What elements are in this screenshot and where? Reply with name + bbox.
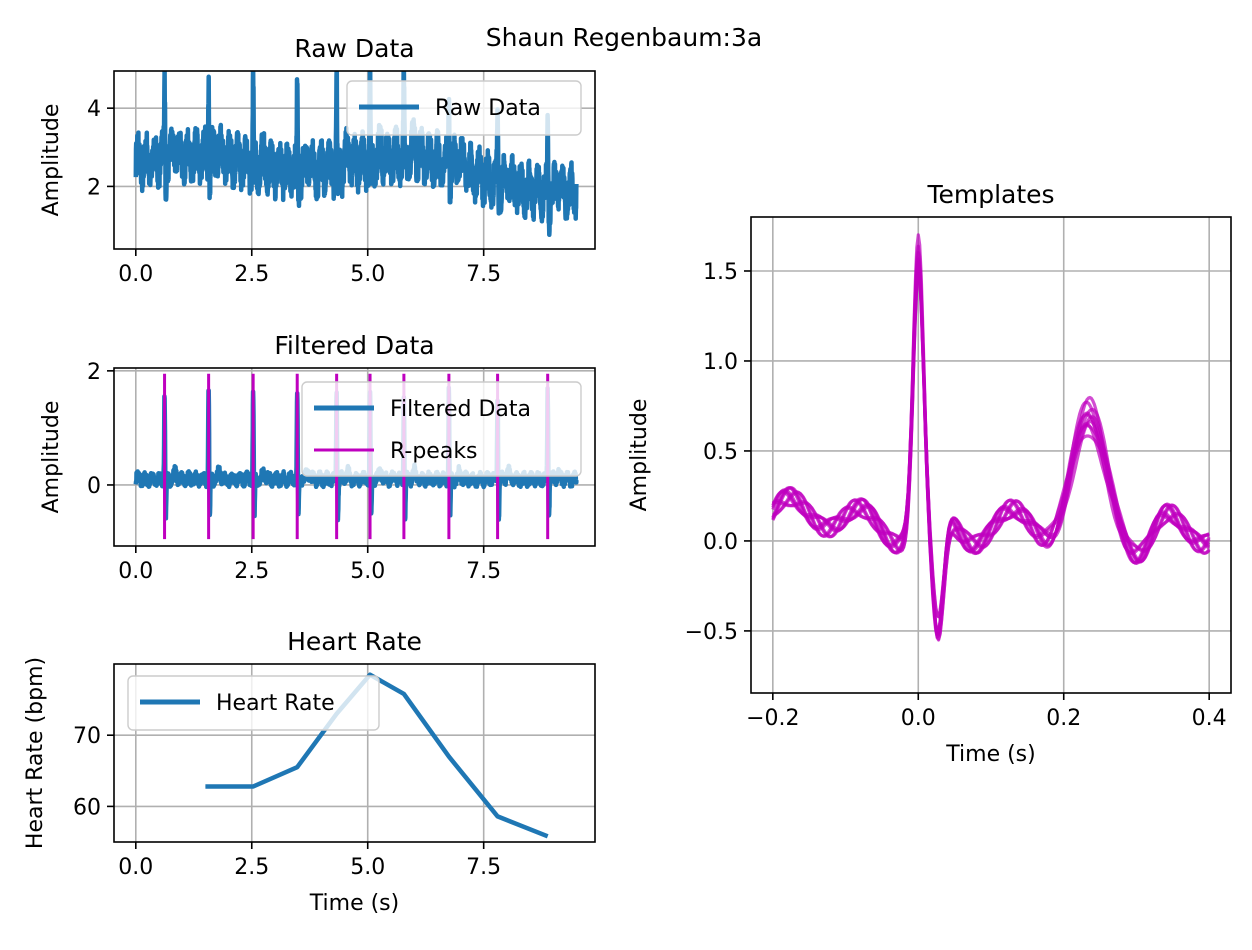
axes-title: Heart Rate bbox=[287, 627, 422, 656]
x-tick-label: 5.0 bbox=[350, 559, 385, 584]
x-axis-label: Time (s) bbox=[309, 891, 399, 916]
axes-title: Filtered Data bbox=[274, 331, 434, 360]
x-tick-label: 7.5 bbox=[466, 559, 501, 584]
template-beat-line bbox=[771, 270, 1210, 635]
template-beat-line bbox=[771, 257, 1211, 639]
template-beat-line bbox=[771, 244, 1210, 633]
axes-title: Templates bbox=[926, 180, 1054, 209]
x-tick-label: 2.5 bbox=[234, 855, 269, 880]
axes-frame bbox=[113, 367, 596, 547]
y-tick-label: 0.0 bbox=[703, 530, 738, 555]
legend-label: Heart Rate bbox=[216, 691, 335, 716]
legend: Raw Data bbox=[346, 80, 582, 136]
plot-area bbox=[133, 71, 579, 238]
x-tick-label: 0.0 bbox=[118, 262, 153, 287]
y-tick-label: 70 bbox=[73, 724, 101, 749]
y-axis-label: Amplitude bbox=[39, 401, 64, 514]
y-tick-label: 0.5 bbox=[703, 440, 738, 465]
template-beat-line bbox=[771, 233, 1210, 637]
x-tick-label: 7.5 bbox=[466, 855, 501, 880]
axes-title: Raw Data bbox=[294, 34, 414, 63]
y-axis-label: Amplitude bbox=[39, 104, 64, 217]
legend-label: R-peaks bbox=[390, 439, 478, 464]
axes-frame bbox=[113, 663, 596, 843]
legend-frame bbox=[127, 675, 380, 731]
template-beat-line bbox=[771, 268, 1211, 619]
y-tick-label: −0.5 bbox=[685, 620, 738, 645]
figure-suptitle: Shaun Regenbaum:3a bbox=[486, 23, 762, 52]
template-beat-line bbox=[771, 263, 1210, 633]
heart-rate-panel: 0.0 2.5 5.0 7.5 60 70 Heart Rate Time (s) Heart … bbox=[23, 627, 596, 916]
x-tick-label: 0.2 bbox=[1046, 706, 1081, 731]
x-tick-label: 0.0 bbox=[118, 855, 153, 880]
x-tick-label: 0.0 bbox=[118, 559, 153, 584]
filtered-data-panel: 0.0 2.5 5.0 7.5 0 2 Filtered Data Amplitude Filt… bbox=[39, 331, 596, 584]
x-tick-label: 0.0 bbox=[901, 706, 936, 731]
y-tick-label: 1.0 bbox=[703, 350, 738, 375]
y-tick-label: 1.5 bbox=[703, 260, 738, 285]
template-beat-line bbox=[771, 251, 1211, 636]
y-axis-label: Heart Rate (bpm) bbox=[23, 657, 48, 849]
x-tick-label: 0.4 bbox=[1192, 706, 1227, 731]
y-axis-label: Amplitude bbox=[627, 399, 652, 512]
raw-data-line bbox=[133, 71, 579, 238]
raw-data-panel: 0.0 2.5 5.0 7.5 2 4 Raw Data Amplitude Raw Data bbox=[39, 34, 596, 287]
axes-frame bbox=[113, 70, 596, 250]
y-tick-label: 2 bbox=[87, 175, 101, 200]
legend: Filtered Data R-peaks bbox=[301, 381, 582, 477]
templates-panel: −0.2 0.0 0.2 0.4 −0.5 0.0 0.5 1.0 1.5 Templates Ti… bbox=[627, 180, 1232, 767]
y-tick-label: 4 bbox=[87, 97, 101, 122]
x-tick-label: 7.5 bbox=[466, 262, 501, 287]
y-tick-label: 60 bbox=[73, 795, 101, 820]
x-tick-label: 5.0 bbox=[350, 855, 385, 880]
plot-area bbox=[771, 233, 1211, 642]
legend: Heart Rate bbox=[127, 675, 380, 731]
template-beat-line bbox=[772, 270, 1211, 641]
template-beat-line bbox=[771, 259, 1211, 619]
axes-frame bbox=[750, 216, 1232, 694]
x-tick-label: 2.5 bbox=[234, 262, 269, 287]
y-tick-label: 2 bbox=[87, 360, 101, 385]
legend-label: Filtered Data bbox=[390, 397, 531, 422]
y-tick-label: 0 bbox=[87, 474, 101, 499]
x-tick-label: −0.2 bbox=[746, 706, 799, 731]
x-tick-label: 5.0 bbox=[350, 262, 385, 287]
x-axis-label: Time (s) bbox=[945, 742, 1035, 767]
x-tick-label: 2.5 bbox=[234, 559, 269, 584]
legend-frame bbox=[346, 80, 582, 136]
legend-label: Raw Data bbox=[435, 96, 541, 121]
